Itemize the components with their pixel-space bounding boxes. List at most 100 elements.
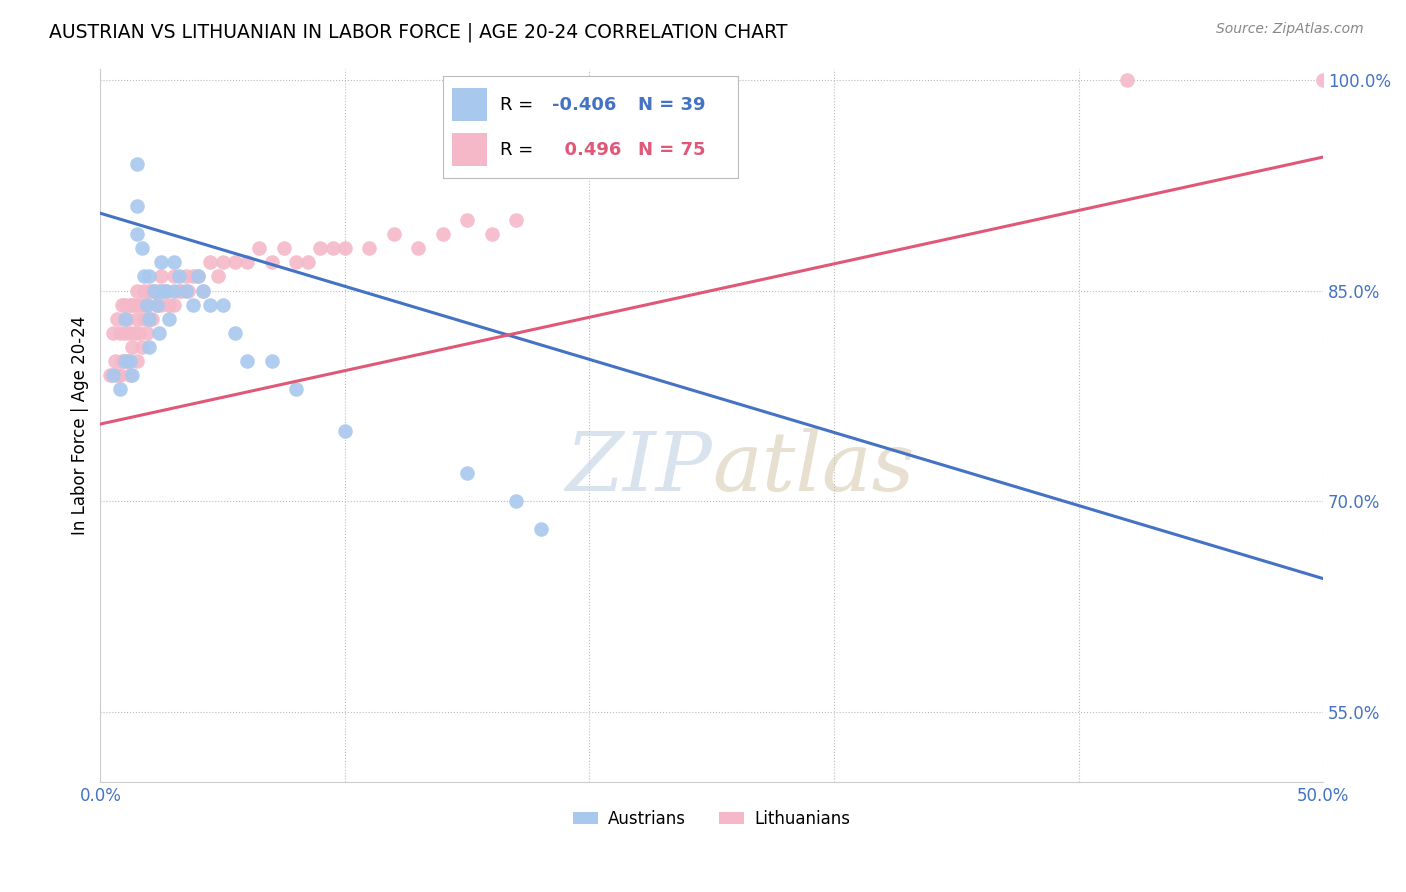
Point: [260, 353, 283, 368]
Point: [125, 353, 148, 368]
Point: [118, 353, 141, 368]
Point: [104, 353, 127, 368]
Point: [114, 353, 136, 368]
Point: [135, 297, 157, 311]
Point: [124, 297, 146, 311]
Point: [141, 311, 163, 326]
Text: atlas: atlas: [711, 428, 914, 508]
Point: [1312, 72, 1334, 87]
Point: [200, 297, 222, 311]
Point: [143, 284, 166, 298]
Legend: Austrians, Lithuanians: Austrians, Lithuanians: [567, 804, 858, 835]
Text: 0.496: 0.496: [553, 141, 621, 159]
Point: [456, 467, 478, 481]
Point: [167, 284, 190, 298]
Point: [163, 297, 186, 311]
Point: [125, 157, 148, 171]
Point: [138, 284, 160, 298]
Point: [211, 297, 233, 311]
Point: [121, 340, 143, 354]
Point: [128, 326, 150, 340]
Point: [236, 255, 259, 269]
Point: [118, 297, 141, 311]
Point: [191, 284, 214, 298]
Point: [101, 368, 124, 382]
Point: [143, 284, 166, 298]
Point: [333, 424, 356, 438]
Point: [163, 255, 186, 269]
Point: [285, 255, 308, 269]
Point: [135, 297, 157, 311]
Point: [134, 269, 156, 284]
Bar: [451, 133, 486, 166]
Point: [236, 353, 259, 368]
Text: N = 75: N = 75: [638, 141, 706, 159]
Text: Source: ZipAtlas.com: Source: ZipAtlas.com: [1216, 22, 1364, 37]
Point: [157, 311, 180, 326]
Point: [181, 297, 204, 311]
Point: [187, 269, 209, 284]
Point: [131, 297, 153, 311]
Point: [141, 284, 163, 298]
Point: [359, 241, 381, 255]
Point: [456, 213, 478, 227]
Point: [153, 284, 176, 298]
Point: [124, 326, 146, 340]
Point: [98, 368, 121, 382]
Point: [148, 326, 170, 340]
Point: [114, 353, 136, 368]
Point: [187, 269, 209, 284]
Point: [157, 297, 180, 311]
Point: [125, 199, 148, 213]
Point: [481, 227, 503, 242]
Point: [200, 255, 222, 269]
Point: [170, 284, 193, 298]
Point: [155, 284, 177, 298]
Point: [163, 269, 186, 284]
Point: [207, 269, 229, 284]
Point: [111, 297, 134, 311]
Text: R =: R =: [501, 95, 534, 113]
Point: [125, 227, 148, 242]
Y-axis label: In Labor Force | Age 20-24: In Labor Force | Age 20-24: [72, 316, 89, 535]
Point: [131, 340, 153, 354]
Point: [174, 284, 197, 298]
Point: [117, 311, 139, 326]
Point: [111, 353, 134, 368]
Point: [1116, 72, 1139, 87]
Point: [134, 311, 156, 326]
Point: [118, 368, 141, 382]
Point: [108, 326, 131, 340]
Point: [121, 297, 143, 311]
Point: [114, 297, 136, 311]
Point: [285, 382, 308, 396]
Point: [150, 269, 173, 284]
Point: [382, 227, 405, 242]
Text: ZIP: ZIP: [565, 428, 711, 508]
Point: [118, 326, 141, 340]
Point: [101, 326, 124, 340]
Point: [125, 284, 148, 298]
Point: [177, 284, 200, 298]
Point: [131, 241, 153, 255]
Point: [224, 255, 246, 269]
Point: [107, 368, 129, 382]
Point: [273, 241, 295, 255]
Point: [174, 269, 197, 284]
Point: [333, 241, 356, 255]
Point: [167, 269, 190, 284]
Point: [150, 284, 173, 298]
Text: -0.406: -0.406: [553, 95, 616, 113]
Point: [145, 297, 167, 311]
Point: [529, 523, 551, 537]
Point: [224, 326, 246, 340]
Point: [247, 241, 270, 255]
Point: [121, 368, 143, 382]
Point: [150, 255, 173, 269]
Point: [114, 326, 136, 340]
Point: [432, 227, 454, 242]
Point: [138, 269, 160, 284]
Point: [181, 269, 204, 284]
Point: [138, 340, 160, 354]
Point: [138, 311, 160, 326]
